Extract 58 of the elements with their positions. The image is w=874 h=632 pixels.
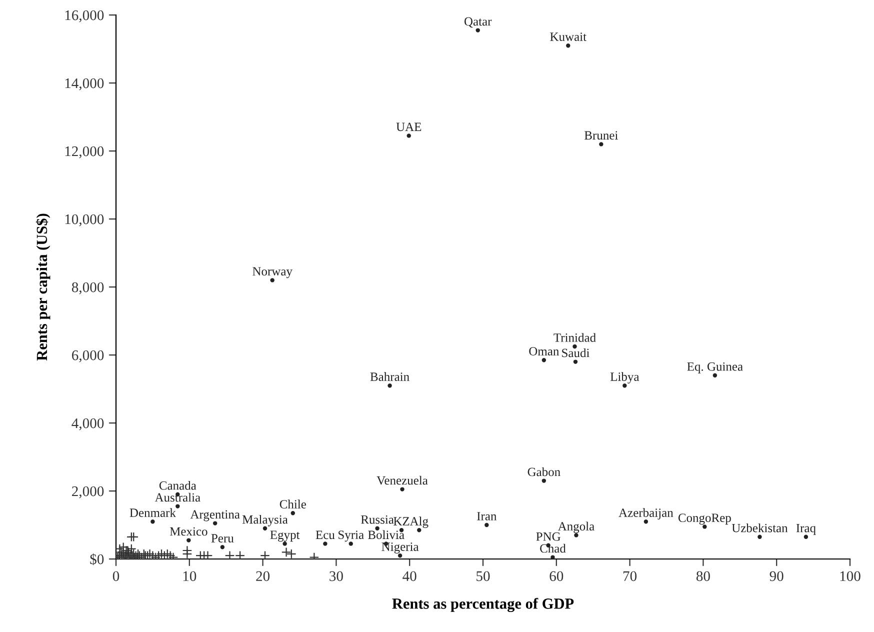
x-tick-label: 30 <box>330 571 343 582</box>
x-tick-label: 70 <box>623 571 637 582</box>
annotation: Norway <box>252 267 292 278</box>
annotation: Bolivia <box>368 530 404 540</box>
y-axis-title: Rents per capita (US$) <box>36 214 50 361</box>
y-tick-label: 14,000 <box>65 78 104 90</box>
y-tick-label: 4,000 <box>72 418 104 430</box>
annotation: Argentina <box>190 510 240 522</box>
y-tick-label: 8,000 <box>72 282 104 294</box>
annotation: Eq. Guinea <box>687 362 743 374</box>
y-tick-label: $0 <box>90 554 104 566</box>
y-tick-label: 2,000 <box>72 486 104 498</box>
annotation: Uzbekistan <box>732 523 788 532</box>
x-tick-label: 100 <box>840 571 860 582</box>
annotation: Qatar <box>464 17 492 28</box>
annotation: Kuwait <box>550 32 586 41</box>
x-tick-label: 60 <box>550 571 564 582</box>
x-tick-label: 90 <box>770 571 784 582</box>
x-axis-title: Rents as percentage of GDP <box>392 598 574 612</box>
annotation: Angola <box>558 522 594 534</box>
y-tick-label: 10,000 <box>65 214 104 226</box>
annotation: Egypt <box>270 530 300 542</box>
annotation: Syria <box>338 530 364 542</box>
annotation: Canada <box>159 480 196 490</box>
annotation: Malaysia <box>242 514 288 526</box>
x-tick-label: 20 <box>256 571 270 582</box>
annotation: Peru <box>211 534 234 542</box>
annotation: Brunei <box>584 131 618 140</box>
annotation: Russia <box>360 515 394 524</box>
annotation: Australia <box>154 492 200 502</box>
annotation: PNG <box>536 532 560 541</box>
x-tick-label: 80 <box>696 571 710 582</box>
annotation: Gabon <box>528 467 560 476</box>
annotation: Chile <box>280 500 306 508</box>
x-tick-label: 40 <box>402 571 416 582</box>
annotation: Azerbaijan <box>618 508 674 520</box>
annotation: Libya <box>610 372 640 384</box>
annotation: Trinidad <box>554 333 596 342</box>
annotation: UAE <box>396 122 422 132</box>
annotation: Saudi <box>562 348 590 358</box>
y-tick-label: 6,000 <box>72 350 104 362</box>
x-tick-label: 10 <box>183 571 196 582</box>
annotation: Bahrain <box>370 372 410 381</box>
annotation: Mexico <box>170 527 208 536</box>
annotation: Alg <box>410 516 428 528</box>
annotation: CongoRep <box>678 514 731 525</box>
annotation: Ecu <box>316 530 335 540</box>
annotation: Venezuela <box>376 476 428 485</box>
y-tick-label: 16,000 <box>65 10 104 22</box>
x-tick-label: 0 <box>112 571 120 582</box>
annotation: Denmark <box>130 508 176 517</box>
annotation: Nigeria <box>382 542 419 554</box>
x-tick-label: 50 <box>476 571 490 582</box>
annotation: Oman <box>529 347 560 356</box>
y-tick-label: 12,000 <box>65 146 104 158</box>
annotation: Iran <box>477 512 497 520</box>
annotation: Iraq <box>796 524 816 535</box>
annotation: KZ <box>394 517 410 526</box>
